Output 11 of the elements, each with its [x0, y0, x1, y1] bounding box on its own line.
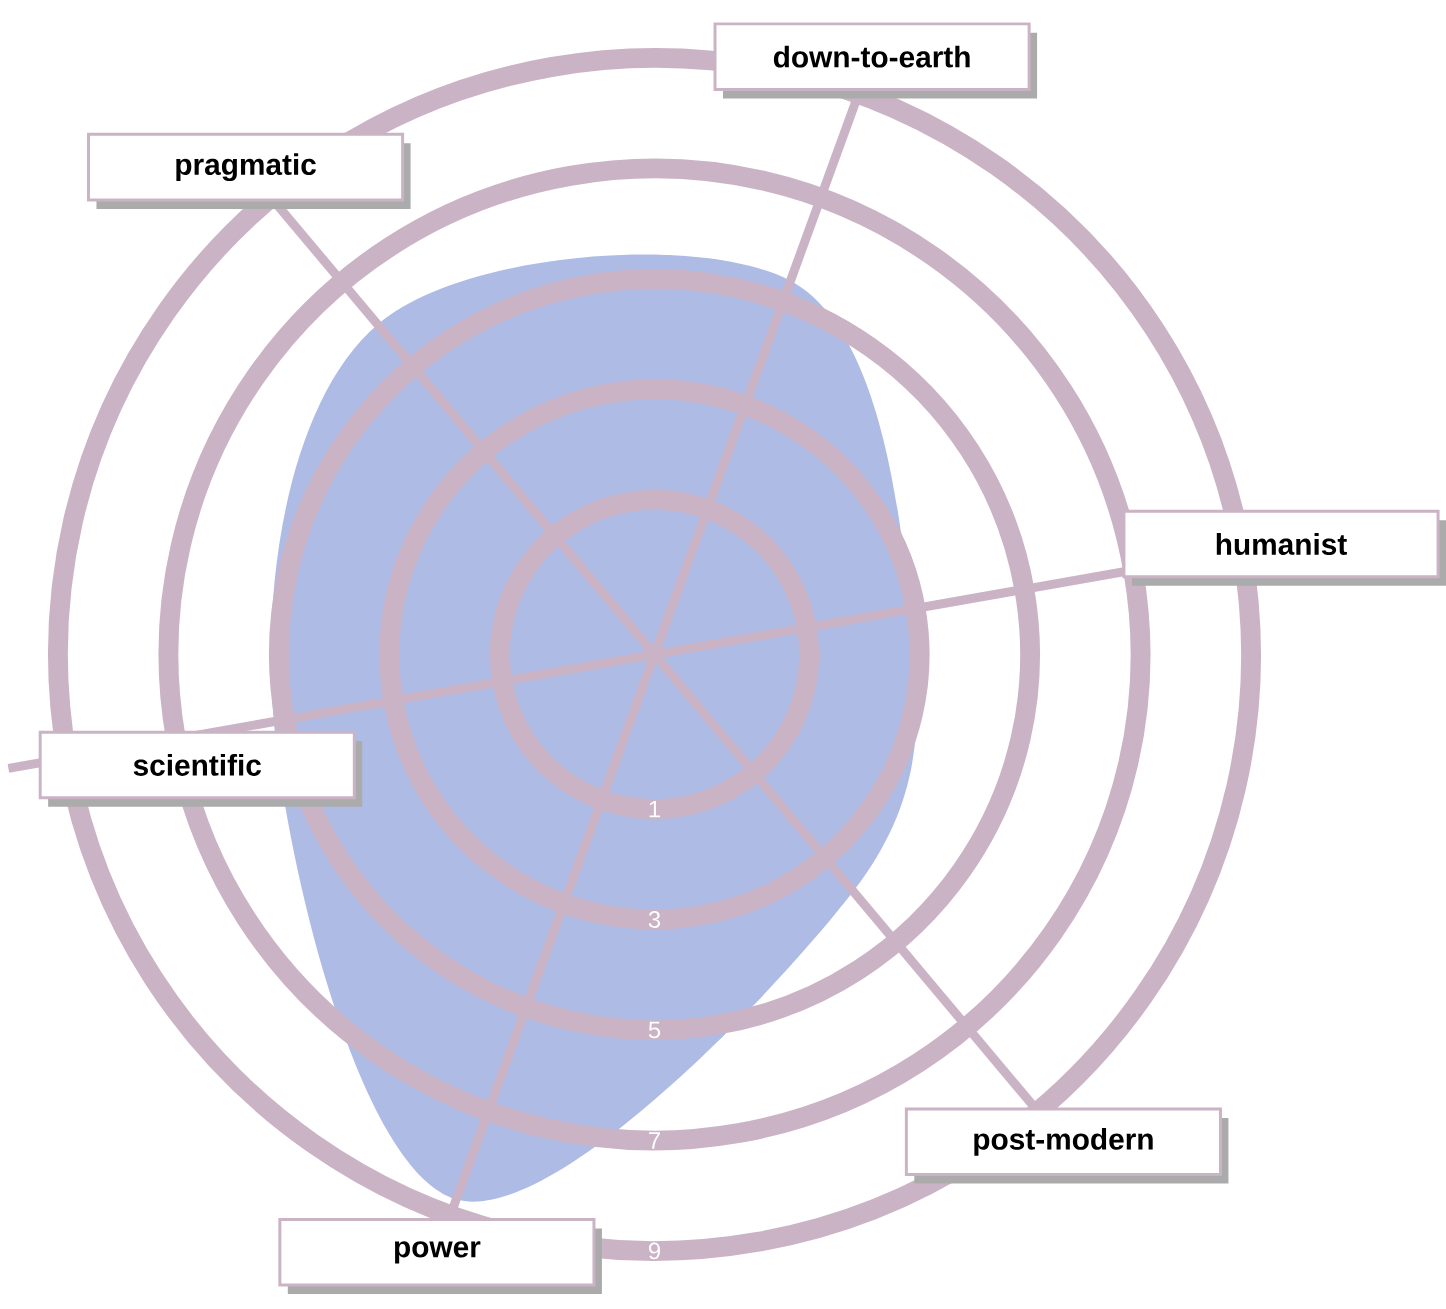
y-tick-label: 7 — [649, 1132, 660, 1149]
spoke-label: post-modern — [974, 1127, 1153, 1156]
y-tick-label: 5 — [648, 1021, 661, 1039]
spoke-label: humanist — [1216, 533, 1347, 555]
y-tick-label: 9 — [648, 1242, 660, 1260]
spoke-label: power — [394, 1241, 481, 1264]
spoke-label: down-to-earth — [773, 45, 970, 68]
y-tick-label: 1 — [649, 800, 660, 818]
spoke-label: pragmatic — [176, 153, 316, 182]
spoke-label: scientific — [133, 754, 262, 776]
y-tick-label: 3 — [648, 911, 661, 929]
